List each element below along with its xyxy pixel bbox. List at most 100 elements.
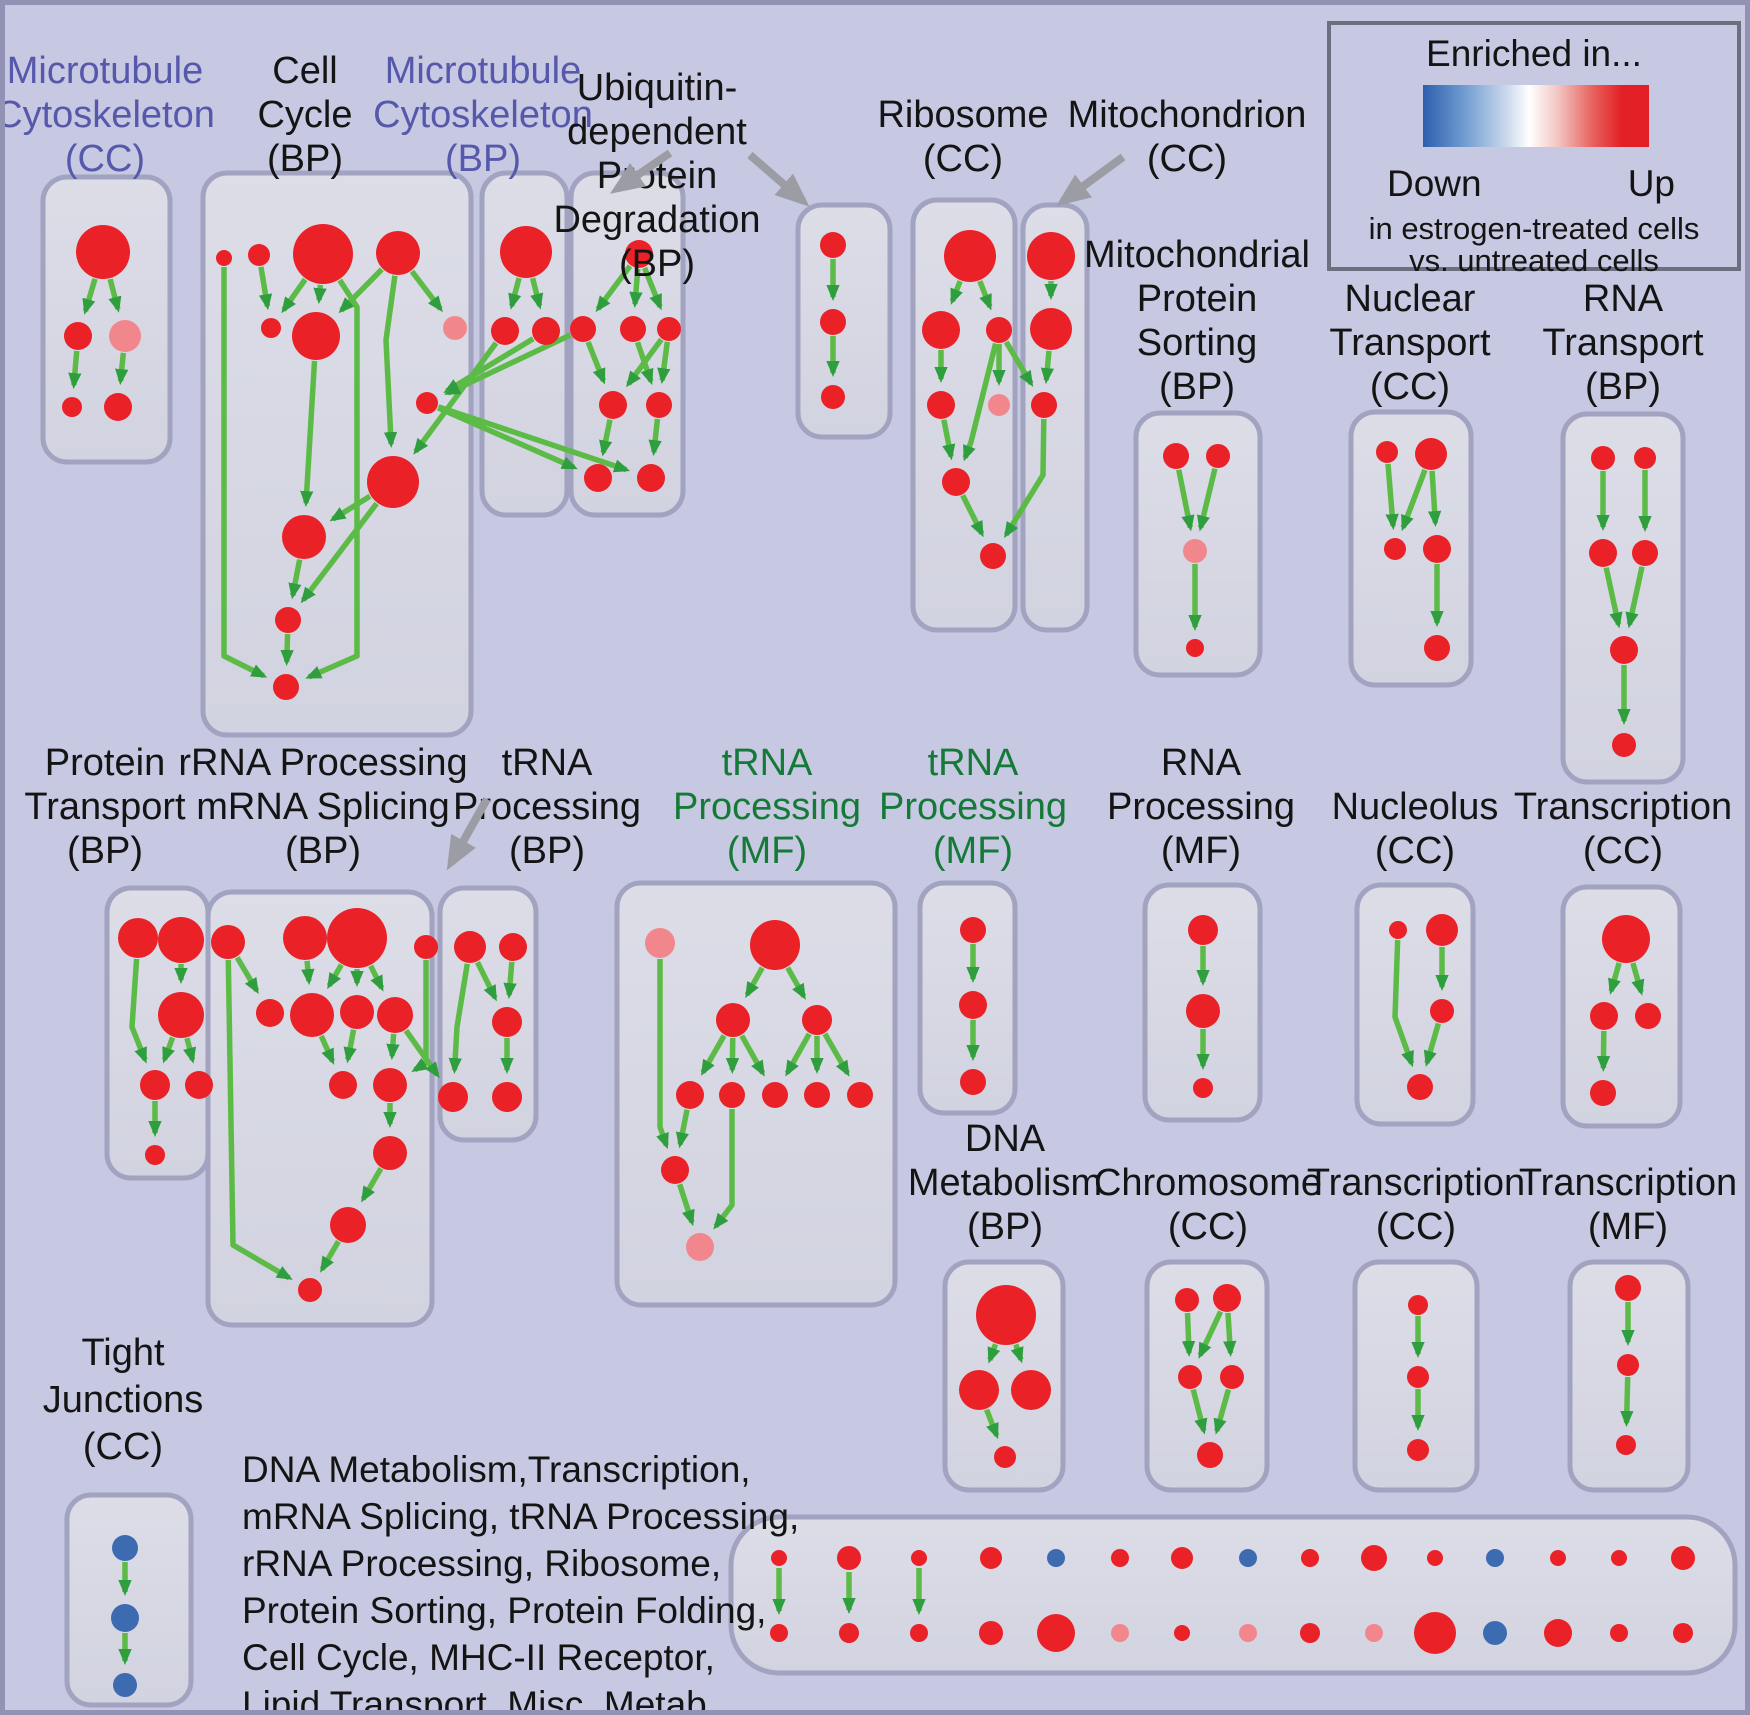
go-term-node	[1590, 1002, 1618, 1030]
go-term-node	[298, 1278, 322, 1302]
edge-arrow	[129, 958, 148, 1064]
annotation-arrows	[446, 149, 1126, 871]
go-term-node	[492, 1007, 522, 1037]
cluster-label: Transport	[24, 786, 186, 828]
cluster-label: (CC)	[1370, 366, 1450, 408]
go-term-node	[1220, 1365, 1244, 1389]
go-term-node	[959, 1370, 999, 1410]
edge-arrow	[634, 341, 654, 386]
go-term-node	[988, 394, 1010, 416]
go-term-node	[1300, 1623, 1320, 1643]
edge-arrow	[629, 268, 643, 309]
go-term-node	[1178, 1365, 1202, 1389]
go-term-node	[820, 232, 846, 258]
edge-arrow	[822, 1032, 850, 1077]
go-term-node	[910, 1624, 928, 1642]
go-term-node	[367, 456, 419, 508]
cluster-label: Sorting	[1137, 322, 1257, 364]
go-term-node	[1111, 1624, 1129, 1642]
edge-arrow	[1427, 470, 1442, 528]
cluster-label: (CC)	[1375, 830, 1455, 872]
go-term-node	[1589, 539, 1617, 567]
cluster-label: Microtubule	[7, 50, 203, 92]
go-term-node	[1361, 1545, 1387, 1571]
cluster-label: (BP)	[619, 243, 695, 285]
edge-arrow	[1003, 418, 1047, 539]
edge-arrow	[962, 342, 999, 462]
go-term-node	[994, 1446, 1016, 1468]
go-term-node	[1365, 1624, 1383, 1642]
cluster-label: (CC)	[1583, 830, 1663, 872]
go-term-node	[292, 312, 340, 360]
edge-arrow	[1181, 1312, 1196, 1358]
go-term-node	[1426, 914, 1458, 946]
edge-arrow	[984, 1408, 1000, 1440]
cluster-box-rnat	[1560, 411, 1686, 785]
cluster-label: Transport	[1542, 322, 1704, 364]
edge-arrow	[648, 418, 662, 457]
cluster-label: Degradation	[553, 199, 760, 241]
cluster-label: Processing	[879, 786, 1067, 828]
go-term-node	[1423, 535, 1451, 563]
edge-arrow	[300, 501, 379, 604]
edge-arrow	[301, 960, 315, 986]
cluster-box-nuclear	[1348, 409, 1474, 688]
edge-arrow	[444, 332, 572, 396]
go-term-node	[979, 1621, 1003, 1645]
cluster-label: Mitochondrion	[1068, 94, 1307, 136]
go-term-node	[185, 1071, 213, 1099]
cluster-labels: MicrotubuleCytoskeleton(CC)CellCycle(BP)…	[5, 50, 1737, 1468]
go-term-node	[500, 226, 552, 278]
legend-title: Enriched in...	[1426, 33, 1642, 74]
edge-arrow	[225, 959, 293, 1281]
cluster-label: (MF)	[727, 830, 807, 872]
go-term-node	[1011, 1370, 1051, 1410]
go-term-node	[1634, 447, 1656, 469]
go-term-node	[1414, 1612, 1456, 1654]
go-term-node	[1611, 1550, 1627, 1566]
note-line: mRNA Splicing, tRNA Processing,	[242, 1496, 800, 1537]
cluster-label: Transcription	[1307, 1162, 1525, 1204]
cluster-label: tRNA	[928, 742, 1019, 784]
cluster-label: Transcription	[1519, 1162, 1737, 1204]
edge-arrow	[585, 341, 607, 385]
go-term-node	[216, 250, 232, 266]
cluster-label: Ribosome	[877, 94, 1048, 136]
go-term-node	[1031, 392, 1057, 418]
edge-arrow	[409, 269, 443, 313]
edge-arrow	[386, 1033, 400, 1061]
cluster-label: Nucleolus	[1332, 786, 1499, 828]
go-term-node	[980, 1547, 1002, 1569]
note-line: DNA Metabolism,Transcription,	[242, 1449, 751, 1490]
go-term-node	[327, 908, 387, 968]
go-term-node	[1408, 1295, 1428, 1315]
go-term-node	[1486, 1549, 1504, 1567]
cluster-label: Processing	[673, 786, 861, 828]
cluster-label: (BP)	[967, 1206, 1043, 1248]
cluster-label: (BP)	[67, 830, 143, 872]
edge-arrow	[234, 956, 260, 995]
go-term-node	[329, 1071, 357, 1099]
go-term-node	[1175, 1288, 1199, 1312]
go-term-node	[414, 935, 438, 959]
go-term-node	[1673, 1623, 1693, 1643]
note-line: Cell Cycle, MHC-II Receptor,	[242, 1637, 715, 1678]
cluster-label: Mitochondrial	[1084, 234, 1310, 276]
go-term-node	[273, 674, 299, 700]
go-term-node	[491, 317, 519, 345]
go-term-node	[942, 468, 970, 496]
cluster-label: Transport	[1329, 322, 1491, 364]
note-line: rRNA Processing, Ribosome,	[242, 1543, 722, 1584]
go-term-node	[1047, 1549, 1065, 1567]
go-term-node	[140, 1070, 170, 1100]
go-term-node	[980, 543, 1006, 569]
go-term-node	[1174, 1625, 1190, 1641]
go-term-node	[1027, 232, 1075, 280]
go-term-node	[248, 244, 270, 266]
edge-arrow	[1003, 340, 1034, 387]
cluster-label: (MF)	[1588, 1206, 1668, 1248]
go-term-node	[686, 1233, 714, 1261]
edge-arrow	[1423, 1022, 1442, 1067]
cluster-label: (MF)	[1161, 830, 1241, 872]
edge-arrow	[318, 1034, 335, 1065]
